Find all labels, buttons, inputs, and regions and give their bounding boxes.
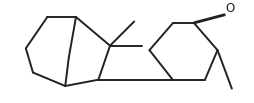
Text: O: O — [225, 2, 234, 15]
